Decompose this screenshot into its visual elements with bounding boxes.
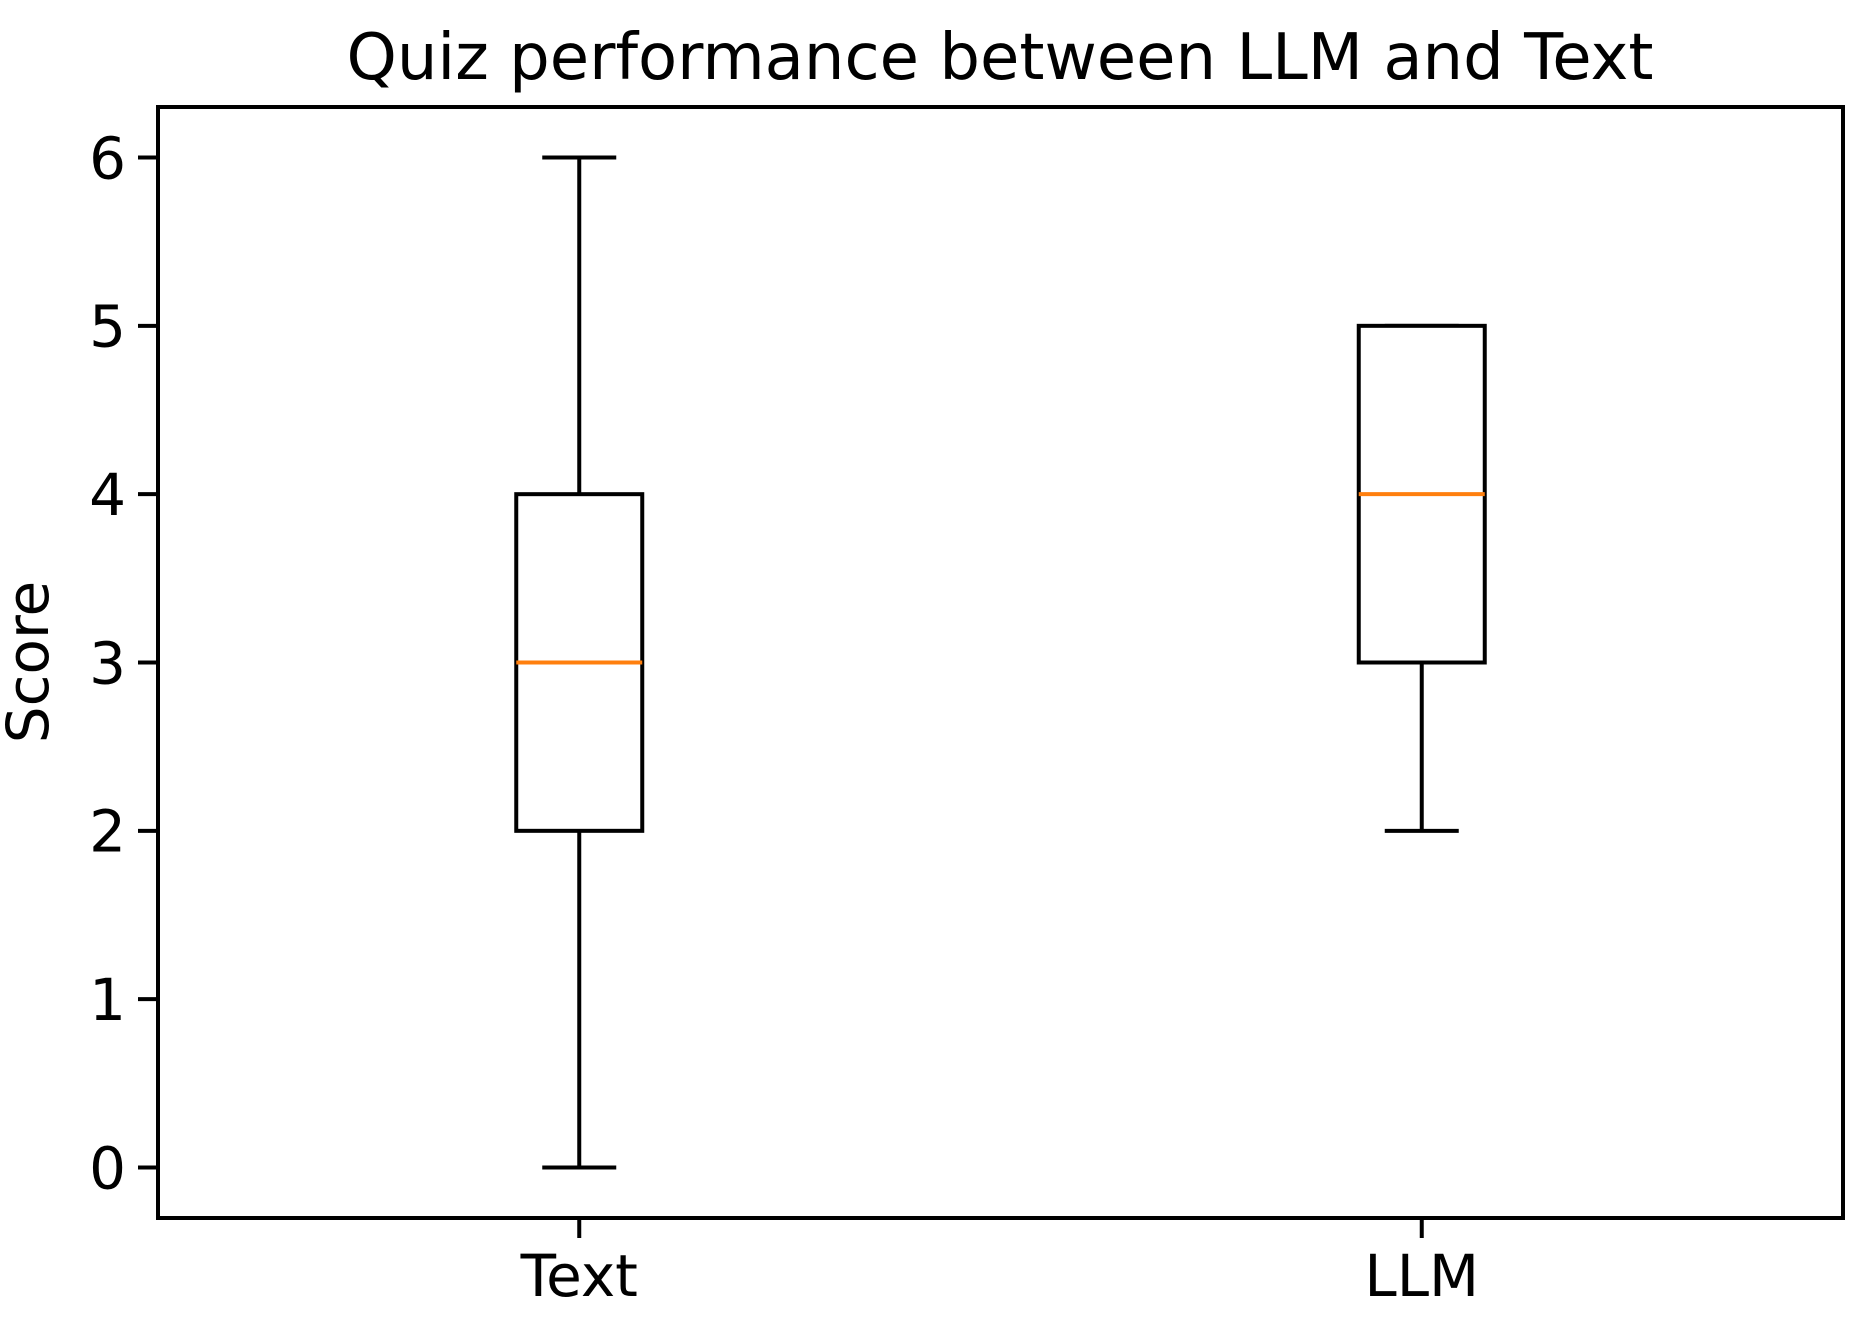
x-tick-label: LLM: [1364, 1242, 1479, 1310]
y-tick-label: 2: [89, 798, 126, 866]
y-tick-label: 0: [89, 1134, 126, 1202]
x-axis-ticks: Text LLM: [520, 1218, 1479, 1310]
y-axis-ticks: 0 1 2 3 4 5 6: [89, 124, 158, 1202]
box-llm: [1356, 323, 1487, 833]
x-tick-label: Text: [520, 1242, 638, 1310]
box-text: [514, 155, 645, 1170]
y-tick-label: 1: [89, 966, 126, 1034]
plot-frame: [156, 105, 1845, 1220]
y-tick-label: 4: [89, 461, 126, 529]
y-axis-label: Score: [0, 581, 62, 743]
boxplot-series: [514, 155, 1487, 1170]
chart-title: Quiz performance between LLM and Text: [346, 21, 1653, 95]
y-tick-label: 3: [89, 629, 126, 697]
y-tick-label: 6: [89, 124, 126, 192]
y-tick-label: 5: [89, 293, 126, 361]
